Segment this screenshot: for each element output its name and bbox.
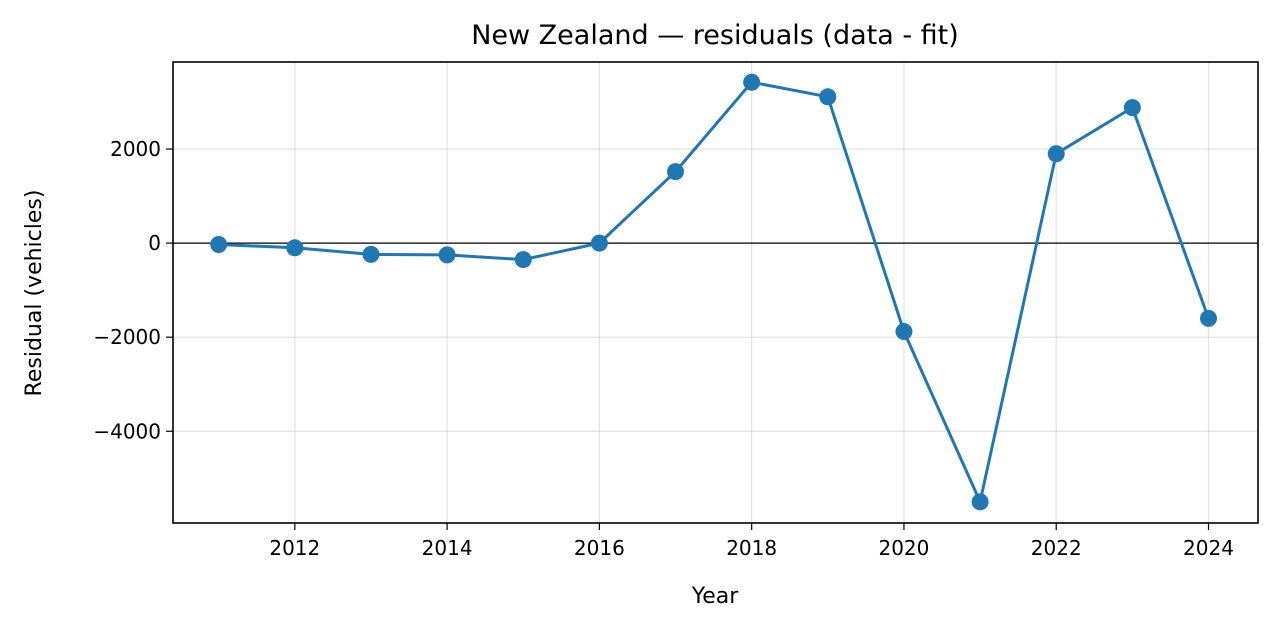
data-point — [286, 239, 304, 257]
y-tick-label: −4000 — [93, 419, 161, 443]
x-axis-label: Year — [691, 584, 740, 609]
data-point — [514, 251, 532, 269]
series-layer — [210, 73, 1218, 511]
x-tick-label: 2024 — [1183, 536, 1234, 560]
x-tick-label: 2016 — [574, 536, 625, 560]
data-point — [210, 236, 228, 254]
chart-title: New Zealand — residuals (data - fit) — [471, 20, 959, 51]
y-axis-label: Residual (vehicles) — [22, 190, 47, 397]
data-point — [438, 246, 456, 264]
data-point — [743, 73, 761, 91]
x-tick-label: 2020 — [878, 536, 929, 560]
data-point — [971, 493, 989, 511]
axis-ticks: 2012 2014 2016 2018 2020 2022 2024 2000 0 −2000 −4… — [93, 137, 1234, 560]
data-point — [590, 234, 608, 252]
x-tick-label: 2022 — [1031, 536, 1082, 560]
data-point — [1123, 99, 1141, 117]
x-tick-label: 2012 — [269, 536, 320, 560]
y-tick-label: 0 — [148, 231, 161, 255]
data-point — [1200, 309, 1218, 327]
data-point — [1047, 145, 1065, 163]
x-tick-label: 2014 — [422, 536, 473, 560]
data-point — [819, 88, 837, 106]
x-tick-label: 2018 — [726, 536, 777, 560]
data-point — [362, 245, 380, 263]
y-tick-label: 2000 — [110, 137, 161, 161]
data-point — [667, 163, 685, 181]
series-line — [218, 80, 1210, 504]
y-tick-label: −2000 — [93, 325, 161, 349]
plot-frame — [172, 61, 1259, 524]
data-point — [895, 323, 913, 341]
